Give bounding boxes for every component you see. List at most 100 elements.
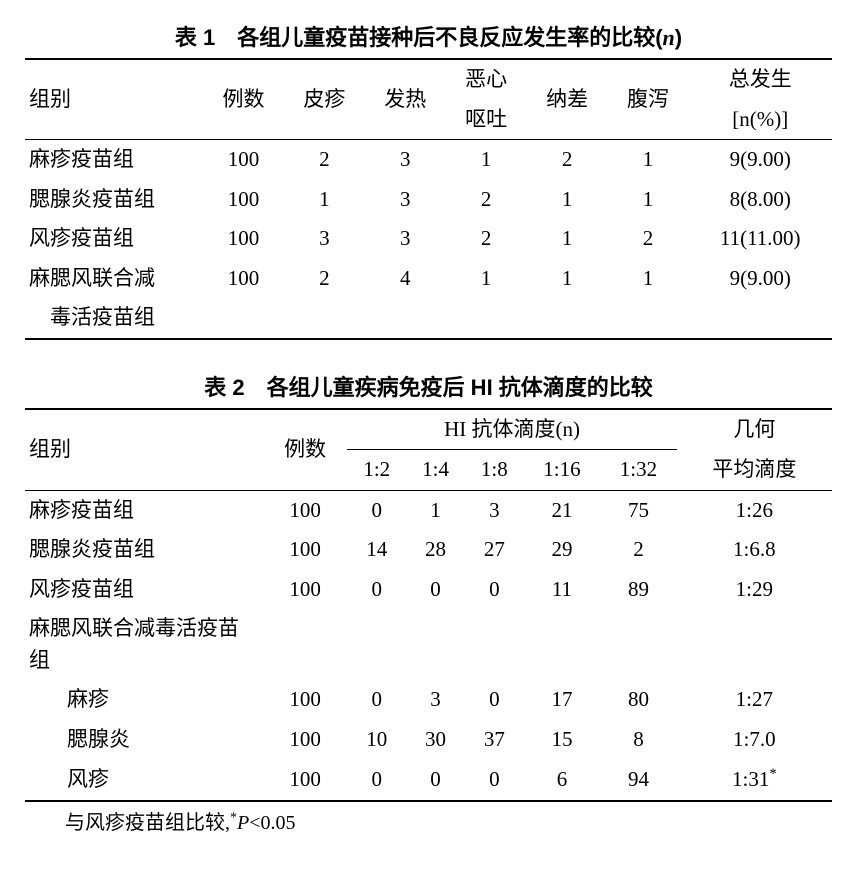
cell-nausea: 2: [446, 180, 527, 220]
t2-h-gmt-l2: 平均滴度: [677, 450, 832, 491]
table1-title-main: 各组儿童疫苗接种后不良反应发生率的比较(: [237, 25, 662, 50]
cell-t32: [600, 609, 677, 680]
cell-n: 100: [263, 680, 347, 720]
t2-h-hi-titer-var: n: [562, 417, 573, 441]
cell-empty: [203, 298, 832, 339]
t1-h-total-l2-post: (%)]: [750, 107, 788, 131]
table-row: 麻疹10003017801:27: [25, 680, 832, 720]
footnote-post: <0.05: [249, 812, 295, 834]
cell-t16: 21: [524, 490, 601, 530]
cell-rash: 3: [284, 219, 365, 259]
cell-t2: 0: [347, 680, 406, 720]
cell-anorexia: 1: [527, 180, 608, 220]
table2-title-main: 各组儿童疾病免疫后 HI 抗体滴度的比较: [267, 375, 653, 400]
cell-nausea: 1: [446, 259, 527, 299]
cell-total: 9(9.00): [688, 140, 832, 180]
table-row: 腮腺炎疫苗组 100 1 3 2 1 1 8(8.00): [25, 180, 832, 220]
t1-h-nausea-l1: 恶心: [446, 59, 527, 100]
cell-gmt: 1:6.8: [677, 530, 832, 570]
t1-h-fever: 发热: [365, 59, 446, 140]
cell-gmt: 1:27: [677, 680, 832, 720]
cell-t4: 1: [406, 490, 465, 530]
cell-total: 9(9.00): [688, 259, 832, 299]
footnote-var: P: [237, 812, 249, 834]
cell-nausea: 2: [446, 219, 527, 259]
cell-t32: 8: [600, 720, 677, 760]
cell-group: 风疹疫苗组: [25, 570, 263, 610]
cell-n: 100: [263, 720, 347, 760]
cell-group: 风疹: [25, 759, 263, 801]
t1-h-nausea-l2: 呕吐: [446, 100, 527, 140]
cell-t16: 17: [524, 680, 601, 720]
cell-t8: 37: [465, 720, 524, 760]
cell-n: 100: [203, 140, 284, 180]
table2-title: 表 2 各组儿童疾病免疫后 HI 抗体滴度的比较: [25, 370, 832, 402]
table-row: 腮腺炎1001030371581:7.0: [25, 720, 832, 760]
table2-footnote: 与风疹疫苗组比较,*P<0.05: [25, 802, 832, 835]
gmt-sup: *: [769, 766, 776, 782]
cell-diarrhea: 1: [608, 180, 689, 220]
cell-t16: [524, 609, 601, 680]
table1-title-suffix: ): [675, 25, 682, 50]
cell-group-cont: 毒活疫苗组: [25, 298, 203, 339]
table2-title-prefix: 表 2: [204, 375, 266, 400]
cell-diarrhea: 1: [608, 259, 689, 299]
cell-gmt: 1:7.0: [677, 720, 832, 760]
cell-fever: 4: [365, 259, 446, 299]
cell-rash: 2: [284, 140, 365, 180]
cell-fever: 3: [365, 140, 446, 180]
cell-t8: 0: [465, 680, 524, 720]
t2-h-1-16: 1:16: [524, 450, 601, 491]
footnote-sup: *: [230, 810, 237, 825]
cell-n: 100: [203, 219, 284, 259]
t1-h-total-l2-var: n: [739, 107, 750, 131]
cell-nausea: 1: [446, 140, 527, 180]
cell-t2: 10: [347, 720, 406, 760]
table1-block: 表 1 各组儿童疫苗接种后不良反应发生率的比较(n) 组别 例数 皮疹 发热 恶…: [25, 20, 832, 340]
table-row: 腮腺炎疫苗组1001428272921:6.8: [25, 530, 832, 570]
cell-t4: 0: [406, 570, 465, 610]
cell-t4: 28: [406, 530, 465, 570]
cell-total: 8(8.00): [688, 180, 832, 220]
cell-gmt: 1:26: [677, 490, 832, 530]
footnote-pre: 与风疹疫苗组比较,: [65, 812, 230, 834]
cell-t8: 27: [465, 530, 524, 570]
table-row: 麻腮风联合减毒活疫苗组: [25, 609, 832, 680]
cell-group: 麻疹: [25, 680, 263, 720]
t2-h-1-8: 1:8: [465, 450, 524, 491]
cell-t32: 89: [600, 570, 677, 610]
cell-t2: 0: [347, 759, 406, 801]
table1-title: 表 1 各组儿童疫苗接种后不良反应发生率的比较(n): [25, 20, 832, 52]
t1-h-diarrhea: 腹泻: [608, 59, 689, 140]
t2-h-1-4: 1:4: [406, 450, 465, 491]
cell-group: 麻腮风联合减毒活疫苗组: [25, 609, 263, 680]
cell-t16: 6: [524, 759, 601, 801]
cell-t16: 29: [524, 530, 601, 570]
table-row: 风疹疫苗组 100 3 3 2 1 2 11(11.00): [25, 219, 832, 259]
cell-diarrhea: 1: [608, 140, 689, 180]
cell-t8: 0: [465, 759, 524, 801]
t2-h-1-2: 1:2: [347, 450, 406, 491]
t2-h-hi-titer: HI 抗体滴度(n): [347, 409, 676, 450]
cell-t8: 3: [465, 490, 524, 530]
cell-n: 100: [263, 490, 347, 530]
t2-h-hi-titer-suf: ): [573, 417, 580, 441]
cell-t8: 0: [465, 570, 524, 610]
cell-t32: 80: [600, 680, 677, 720]
cell-group: 麻疹疫苗组: [25, 490, 263, 530]
t1-h-total-l2: [n(%)]: [688, 100, 832, 140]
cell-rash: 2: [284, 259, 365, 299]
t2-h-hi-titer-text: HI 抗体滴度(: [444, 417, 562, 441]
t1-h-total-l1: 总发生: [688, 59, 832, 100]
cell-group: 风疹疫苗组: [25, 219, 203, 259]
cell-t32: 75: [600, 490, 677, 530]
cell-diarrhea: 2: [608, 219, 689, 259]
cell-n: 100: [203, 259, 284, 299]
table2-block: 表 2 各组儿童疾病免疫后 HI 抗体滴度的比较 组别 例数 HI 抗体滴度(n…: [25, 370, 832, 835]
cell-gmt: 1:31*: [677, 759, 832, 801]
cell-total: 11(11.00): [688, 219, 832, 259]
cell-group: 腮腺炎: [25, 720, 263, 760]
cell-n: 100: [263, 570, 347, 610]
t1-h-n: 例数: [203, 59, 284, 140]
cell-anorexia: 2: [527, 140, 608, 180]
